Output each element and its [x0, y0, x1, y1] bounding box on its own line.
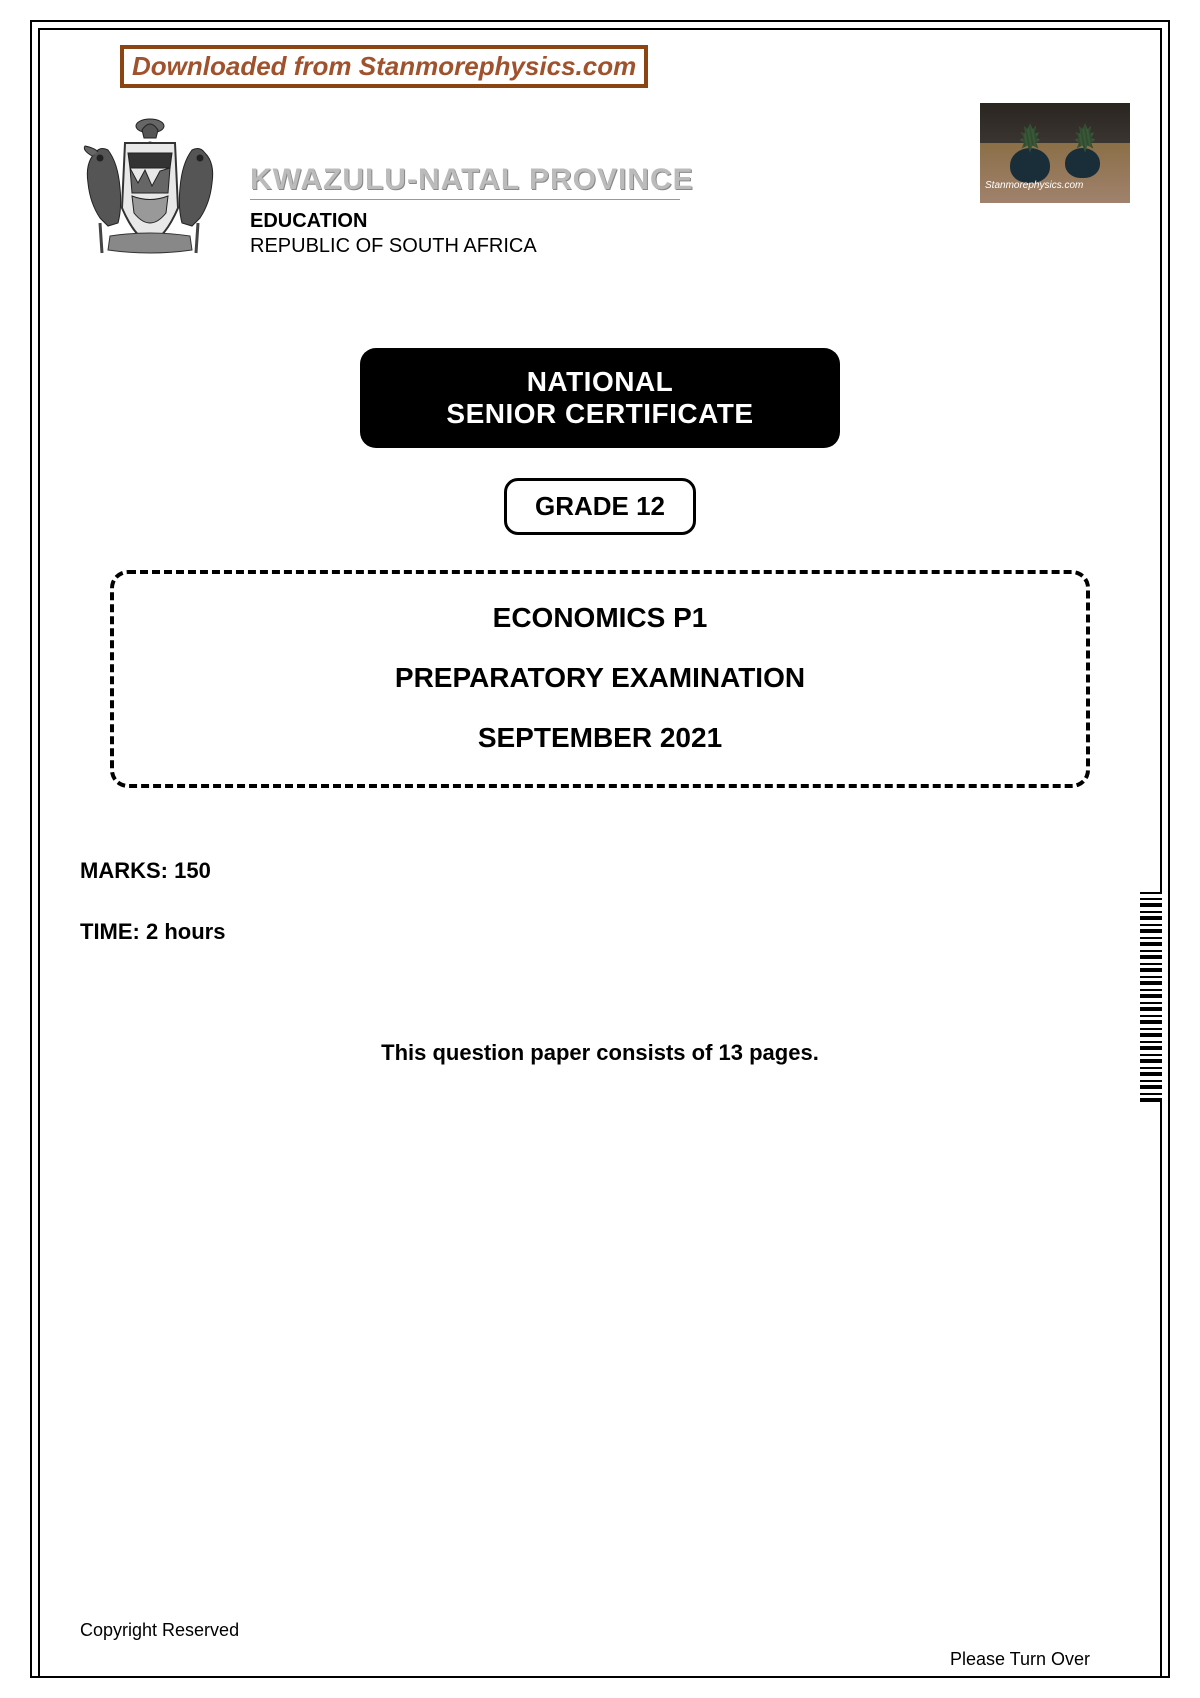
time-label: TIME: 2 hours: [80, 919, 1130, 945]
subject-box: ECONOMICS P1 PREPARATORY EXAMINATION SEP…: [110, 570, 1090, 788]
turn-over-text: Please Turn Over: [950, 1649, 1090, 1670]
thumbnail-caption: Stanmorephysics.com: [985, 180, 1083, 191]
coat-of-arms-icon: [70, 108, 230, 268]
watermark-box: Downloaded from Stanmorephysics.com: [120, 45, 648, 88]
page-inner-border: Downloaded from Stanmorephysics.com: [38, 28, 1162, 1676]
barcode-icon: [1140, 892, 1162, 1102]
banner-line-1: NATIONAL: [410, 366, 790, 398]
pages-notice: This question paper consists of 13 pages…: [70, 1040, 1130, 1066]
page-outer-border: Downloaded from Stanmorephysics.com: [30, 20, 1170, 1678]
province-underline: [250, 199, 680, 200]
copyright-text: Copyright Reserved: [80, 1620, 239, 1641]
certificate-banner: NATIONAL SENIOR CERTIFICATE: [360, 348, 840, 448]
exam-date: SEPTEMBER 2021: [134, 722, 1066, 754]
department-label: EDUCATION: [250, 210, 960, 233]
republic-label: REPUBLIC OF SOUTH AFRICA: [250, 235, 960, 258]
header-text-block: KWAZULU-NATAL PROVINCE EDUCATION REPUBLI…: [250, 108, 960, 258]
grade-box: GRADE 12: [504, 478, 696, 535]
exam-type: PREPARATORY EXAMINATION: [134, 662, 1066, 694]
province-name: KWAZULU-NATAL PROVINCE: [250, 163, 960, 197]
watermark-text: Downloaded from Stanmorephysics.com: [132, 51, 636, 81]
banner-line-2: SENIOR CERTIFICATE: [410, 398, 790, 430]
subject-paper: ECONOMICS P1: [134, 602, 1066, 634]
marks-label: MARKS: 150: [80, 858, 1130, 884]
thumbnail-image: Stanmorephysics.com: [980, 103, 1130, 203]
header-row: KWAZULU-NATAL PROVINCE EDUCATION REPUBLI…: [70, 108, 1130, 268]
